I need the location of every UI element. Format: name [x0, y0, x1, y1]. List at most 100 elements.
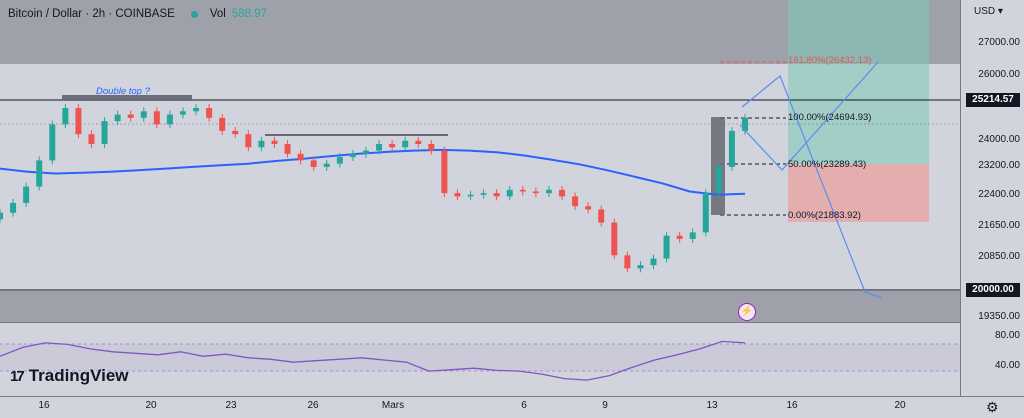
candle-body — [415, 140, 422, 145]
fib-label-0: 0.00%(21883.92) — [788, 210, 861, 221]
candle-body — [676, 235, 683, 239]
rsi-pane-background — [0, 323, 960, 396]
moving-average-line — [0, 148, 746, 196]
candle-body — [467, 194, 474, 197]
rsi-tick-40: 40.00 — [994, 360, 1020, 371]
candle-body — [362, 150, 369, 154]
candle-body — [206, 108, 213, 118]
candle-body — [572, 196, 579, 207]
candle-body — [428, 144, 435, 151]
impulse-range-box — [711, 117, 725, 215]
candle-body — [153, 111, 160, 125]
candle-body — [88, 134, 95, 145]
time-axis[interactable]: 16 20 23 26 Mars 6 9 13 16 20 — [0, 396, 960, 418]
candle-body — [480, 193, 487, 195]
tradingview-logo-text: TradingView — [28, 366, 129, 385]
candle-body — [271, 140, 278, 145]
symbol-header: Bitcoin / Dollar · 2h · COINBASE Vol 588.… — [8, 8, 267, 20]
fib-label-100: 100.00%(24694.93) — [788, 112, 872, 123]
candle-body — [232, 130, 239, 135]
candle-body — [506, 189, 513, 197]
candle-body — [258, 140, 265, 148]
volume-label: Vol — [209, 8, 226, 20]
time-tick: Mars — [381, 400, 405, 411]
settings-gear-icon[interactable]: ⚙ — [986, 399, 999, 415]
candle-body — [441, 150, 448, 194]
price-tick-24000: 24000.00 — [978, 134, 1020, 145]
bullish-projection-path — [739, 61, 879, 171]
candle-body — [284, 144, 291, 154]
time-tick: 9 — [602, 400, 608, 411]
rsi-tick-80: 80.00 — [994, 330, 1020, 341]
time-tick: 20 — [145, 400, 157, 411]
lightning-icon[interactable]: ⚡ — [738, 303, 756, 321]
candle-body — [75, 108, 82, 135]
candle-body — [650, 258, 657, 266]
candle-body — [166, 114, 173, 125]
candle-body — [532, 191, 539, 194]
double-top-annotation: Double top ? — [96, 86, 150, 97]
candle-body — [36, 160, 43, 187]
tradingview-logo[interactable]: 17 TradingView — [10, 366, 129, 386]
candle-body — [179, 111, 186, 115]
tradingview-logo-icon: 17 — [10, 367, 25, 385]
support-price-tag: 20000.00 — [966, 283, 1020, 297]
fib-label-161: 161.80%(26432.13) — [788, 55, 872, 66]
time-tick: 16 — [38, 400, 50, 411]
candle-body — [598, 209, 605, 223]
price-tick-22400: 22400.00 — [978, 189, 1020, 200]
candle-body — [336, 157, 343, 164]
candle-body — [624, 255, 631, 269]
rsi-band-fill — [0, 344, 960, 371]
currency-label: USD — [974, 6, 996, 17]
candle-body — [62, 108, 69, 125]
candle-body — [493, 193, 500, 197]
double-top-marker — [62, 95, 192, 101]
candle-body — [0, 212, 3, 220]
candle-body — [245, 134, 252, 148]
time-tick: 16 — [786, 400, 798, 411]
market-status-icon — [190, 10, 198, 18]
candle-body — [219, 117, 226, 131]
candle-body — [10, 202, 17, 213]
price-tick-26000: 26000.00 — [978, 69, 1020, 80]
price-tick-21650: 21650.00 — [978, 220, 1020, 231]
candle-body — [376, 144, 383, 151]
candle-body — [402, 140, 409, 148]
candle-body — [702, 193, 709, 233]
candle-body — [611, 222, 618, 256]
fib-label-50: 50.00%(23289.43) — [788, 159, 867, 170]
bearish-projection-path — [741, 75, 883, 299]
time-tick: 6 — [521, 400, 527, 411]
candle-body — [389, 144, 396, 148]
candle-body — [127, 114, 134, 118]
symbol-title: Bitcoin / Dollar · 2h · COINBASE — [8, 8, 175, 20]
candle-body — [728, 130, 735, 167]
candle-body — [559, 189, 566, 197]
time-tick: 20 — [894, 400, 906, 411]
candle-body — [140, 111, 147, 118]
candle-body — [545, 189, 552, 194]
candle-body — [310, 160, 317, 167]
candle-body — [323, 163, 330, 167]
price-tick-19350: 19350.00 — [978, 311, 1020, 322]
candle-body — [663, 235, 670, 259]
candle-body — [23, 186, 30, 203]
candle-body — [742, 117, 748, 131]
currency-selector[interactable]: USD ▾ — [974, 6, 1003, 17]
candle-body — [297, 153, 304, 161]
lower-support-zone — [0, 291, 960, 322]
candle-body — [349, 153, 356, 158]
candle-body — [519, 189, 526, 192]
time-tick: 23 — [225, 400, 237, 411]
candle-body — [715, 166, 722, 194]
price-tick-20850: 20850.00 — [978, 251, 1020, 262]
candle-body — [114, 114, 121, 122]
candle-body — [101, 121, 108, 145]
volume-value: 588.97 — [231, 8, 267, 20]
rsi-line — [0, 340, 746, 381]
time-tick: 26 — [307, 400, 319, 411]
candle-body — [637, 265, 644, 269]
